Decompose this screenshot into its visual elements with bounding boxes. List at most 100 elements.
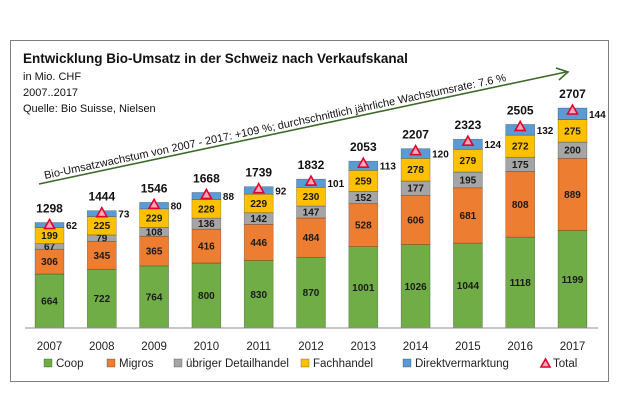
segment-label-coop: 764 [146, 292, 163, 303]
segment-label-migros: 528 [355, 221, 372, 232]
bar-segment-coop [557, 230, 588, 329]
segment-label--briger-detailhandel: 152 [355, 193, 372, 204]
segment-label-fachhandel: 272 [512, 142, 529, 153]
segment-label-direktvermarktung: 101 [328, 179, 345, 190]
legend-label-direktvermarktung: Direktvermarktung [415, 358, 509, 370]
total-marker [200, 187, 213, 200]
segment-label-direktvermarktung: 80 [171, 202, 183, 213]
segment-label-migros: 484 [303, 233, 320, 244]
total-label: 2207 [402, 128, 429, 142]
segment-label--briger-detailhandel: 200 [564, 146, 581, 157]
chart-canvas: Entwicklung Bio-Umsatz in der Schweiz na… [23, 51, 606, 370]
segment-label-direktvermarktung: 113 [380, 162, 397, 173]
total-label: 1739 [245, 166, 272, 180]
segment-label-migros: 889 [564, 190, 581, 201]
total-marker [513, 119, 527, 132]
total-marker [461, 134, 475, 147]
segment-label-fachhandel: 279 [460, 156, 477, 167]
x-tick-label: 2013 [351, 341, 377, 353]
segment-label--briger-detailhandel: 177 [407, 184, 424, 195]
bar-segment-migros [87, 240, 117, 270]
segment-label-fachhandel: 229 [250, 199, 267, 210]
x-tick-label: 2014 [403, 341, 429, 353]
segment-label-direktvermarktung: 144 [589, 110, 606, 121]
legend-label-fachhandel: Fachhandel [313, 358, 373, 370]
total-marker [95, 205, 109, 218]
segment-label-direktvermarktung: 92 [275, 186, 287, 197]
segment-label-migros: 365 [146, 247, 163, 258]
x-tick-label: 2011 [246, 341, 271, 353]
x-tick-label: 2012 [298, 341, 324, 353]
bar-segment-migros [400, 195, 431, 245]
bar-segment-coop [348, 246, 379, 329]
x-tick-label: 2010 [194, 341, 220, 353]
segment-label-fachhandel: 230 [303, 192, 320, 203]
chart-subtitle-period: 2007..2017 [23, 87, 78, 99]
segment-label-fachhandel: 259 [355, 176, 372, 187]
growth-annotation: Bio-Umsatzwachstum von 2007 - 2017: +109… [43, 72, 507, 182]
segment-label--briger-detailhandel: 175 [512, 160, 529, 171]
bar-segment-migros [139, 235, 169, 267]
bar-segment-migros [453, 187, 483, 244]
segment-label-direktvermarktung: 132 [537, 126, 554, 137]
segment-label-coop: 870 [303, 288, 320, 299]
total-marker [409, 143, 422, 156]
segment-label-coop: 800 [198, 291, 215, 302]
segment-label-migros: 345 [93, 251, 110, 262]
segment-label--briger-detailhandel: 142 [250, 214, 267, 225]
legend-swatch-direktvermarktung [402, 358, 412, 368]
total-label: 1832 [298, 158, 325, 172]
total-marker [356, 156, 370, 168]
chart-title: Entwicklung Bio-Umsatz in der Schweiz na… [23, 51, 408, 66]
total-marker [566, 103, 579, 115]
total-label: 1444 [88, 190, 115, 204]
legend-swatch-coop [43, 358, 53, 368]
total-marker [304, 174, 318, 186]
segment-label-migros: 606 [407, 215, 424, 226]
bar-segment--briger-detailhandel [87, 234, 117, 242]
bar-segment-coop [505, 236, 536, 329]
total-marker [43, 217, 56, 230]
segment-label-migros: 416 [198, 242, 215, 253]
segment-label-migros: 808 [512, 200, 529, 211]
bar-segment-migros [296, 217, 326, 258]
segment-label-migros: 306 [41, 257, 58, 268]
segment-label-coop: 1001 [352, 283, 375, 294]
legend: Coop Migros übriger Detailhandel Fachhandel… [43, 357, 577, 370]
growth-arrow-head [555, 67, 570, 81]
segment-label-direktvermarktung: 88 [223, 192, 235, 203]
bar-segment-coop [87, 269, 117, 329]
segment-label-direktvermarktung: 124 [484, 140, 501, 151]
segment-label--briger-detailhandel: 136 [198, 219, 215, 230]
bar-segment-coop [139, 265, 169, 329]
total-label: 2707 [559, 87, 586, 101]
segment-label-fachhandel: 278 [407, 165, 424, 176]
bar-segment-migros [348, 203, 379, 247]
legend-label-coop: Coop [56, 358, 84, 370]
x-tick-label: 2007 [37, 341, 63, 353]
segment-label-coop: 1044 [457, 281, 480, 292]
segment-label-migros: 446 [250, 238, 267, 249]
legend-label-migros: Migros [119, 358, 154, 370]
segment-label-fachhandel: 225 [93, 221, 110, 232]
x-tick-label: 2015 [455, 341, 481, 353]
segment-label-coop: 664 [41, 297, 58, 308]
segment-label-coop: 830 [250, 290, 267, 301]
x-tick-label: 2008 [89, 341, 115, 353]
total-marker [147, 197, 161, 210]
legend-label-total: Total [553, 358, 577, 370]
legend-swatch-fachhandel [300, 358, 310, 368]
total-marker [252, 182, 266, 194]
segment-label-coop: 1199 [562, 275, 584, 286]
chart-subtitle-unit: in Mio. CHF [23, 71, 81, 83]
segment-label-coop: 1026 [404, 282, 427, 293]
legend-label--briger-detailhandel: übriger Detailhandel [186, 358, 289, 370]
legend-swatch-migros [106, 358, 116, 368]
segment-label--briger-detailhandel: 195 [460, 175, 477, 186]
bar-segment-coop [34, 273, 65, 329]
segment-label-direktvermarktung: 120 [432, 150, 449, 161]
x-tick-label: 2017 [560, 341, 586, 353]
total-label: 2323 [455, 118, 482, 132]
segment-label-migros: 681 [460, 211, 477, 222]
